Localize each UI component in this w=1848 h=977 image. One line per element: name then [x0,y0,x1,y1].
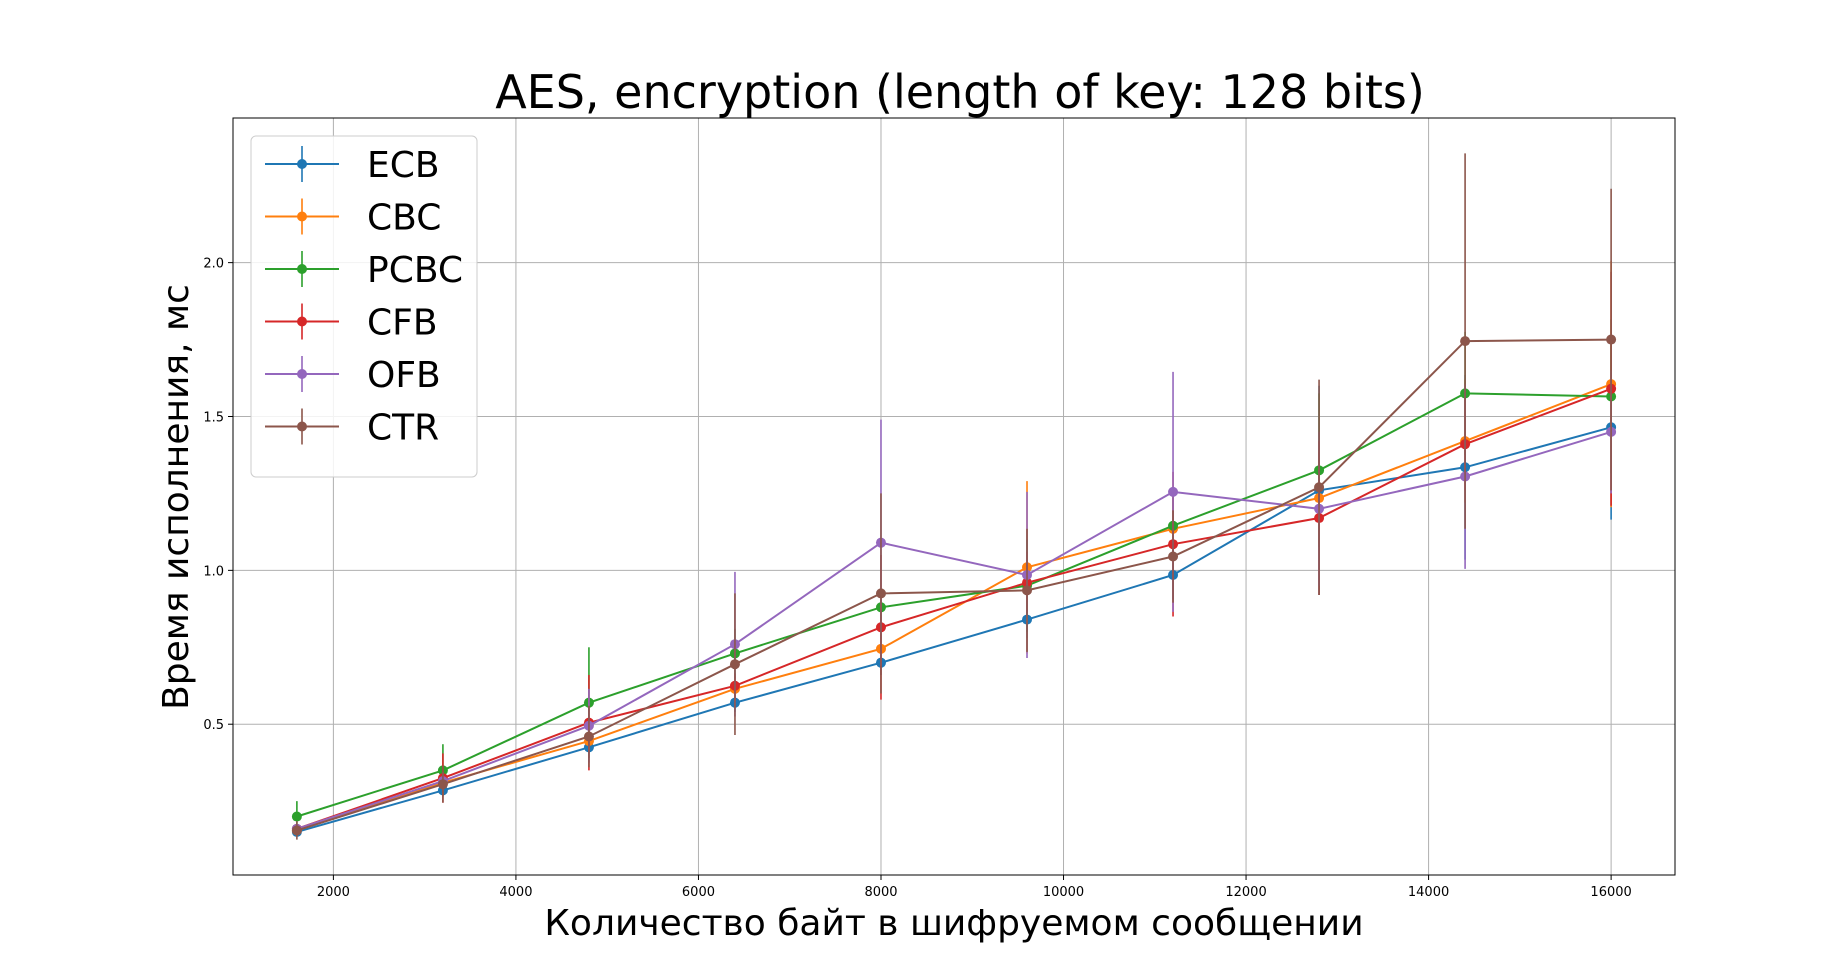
legend-label-pcbc: PCBC [367,250,463,291]
data-point-ctr [1168,551,1179,562]
series-line-ctr [296,338,1612,832]
legend-label-ecb: ECB [367,145,440,186]
x-tick-label: 4000 [499,885,532,900]
series-line-cbc [296,383,1612,832]
x-tick-label: 10000 [1043,885,1084,900]
legend-label-ofb: OFB [367,355,441,396]
data-point-pcbc [291,811,302,822]
series-cfb [291,271,1617,834]
y-tick-label: 1.5 [203,410,224,425]
legend-marker-pcbc [297,264,307,274]
legend-marker-ofb [297,369,307,379]
x-tick-label: 2000 [317,885,350,900]
y-axis-label: Время исполнения, мс [156,284,197,710]
legend: ECB CBC PCBC CFB OFB CTR [250,135,478,478]
series-line-pcbc [296,392,1612,818]
legend-marker-cfb [297,316,307,327]
data-point-ctr [1606,334,1617,345]
series-pcbc [291,319,1617,832]
x-tick-label: 14000 [1408,885,1449,900]
legend-label-cbc: CBC [367,198,441,239]
series-line-ecb [296,426,1612,833]
chart-title: AES, encryption (length of key: 128 bits… [495,65,1425,119]
data-point-ctr [583,731,594,742]
series-ecb [291,334,1617,837]
series-layer [291,153,1617,840]
y-tick-label: 0.5 [203,718,224,733]
data-point-ctr [1460,336,1471,347]
legend-label-ctr: CTR [367,408,439,449]
x-tick-label: 16000 [1590,885,1631,900]
legend-marker-ecb [297,159,307,169]
legend-label-cfb: CFB [367,303,438,344]
data-point-ctr [291,825,302,836]
series-ctr [291,153,1617,840]
x-tick-label: 8000 [864,885,897,900]
legend-box [250,135,478,478]
y-tick-label: 1.0 [203,564,224,579]
legend-marker-ctr [297,421,307,432]
data-point-ctr [437,779,448,790]
data-point-ofb [1168,486,1179,497]
series-line-ofb [296,430,1612,830]
plot-area-frame [232,117,1676,876]
tick-layer: 2000 4000 6000 8000 10000 12000 14000 16000 0.5 1… [203,257,1631,900]
data-point-ctr [1022,585,1033,596]
x-axis-label: Количество байт в шифруемом сообщении [544,903,1363,944]
y-tick-label: 2.0 [203,257,224,272]
series-line-cfb [296,387,1612,830]
x-tick-label: 12000 [1225,885,1266,900]
legend-marker-cbc [297,211,307,222]
data-point-ctr [729,659,740,670]
data-point-ctr [1314,482,1325,493]
series-ofb [291,370,1617,834]
x-tick-label: 6000 [682,885,715,900]
data-point-ctr [875,588,886,599]
